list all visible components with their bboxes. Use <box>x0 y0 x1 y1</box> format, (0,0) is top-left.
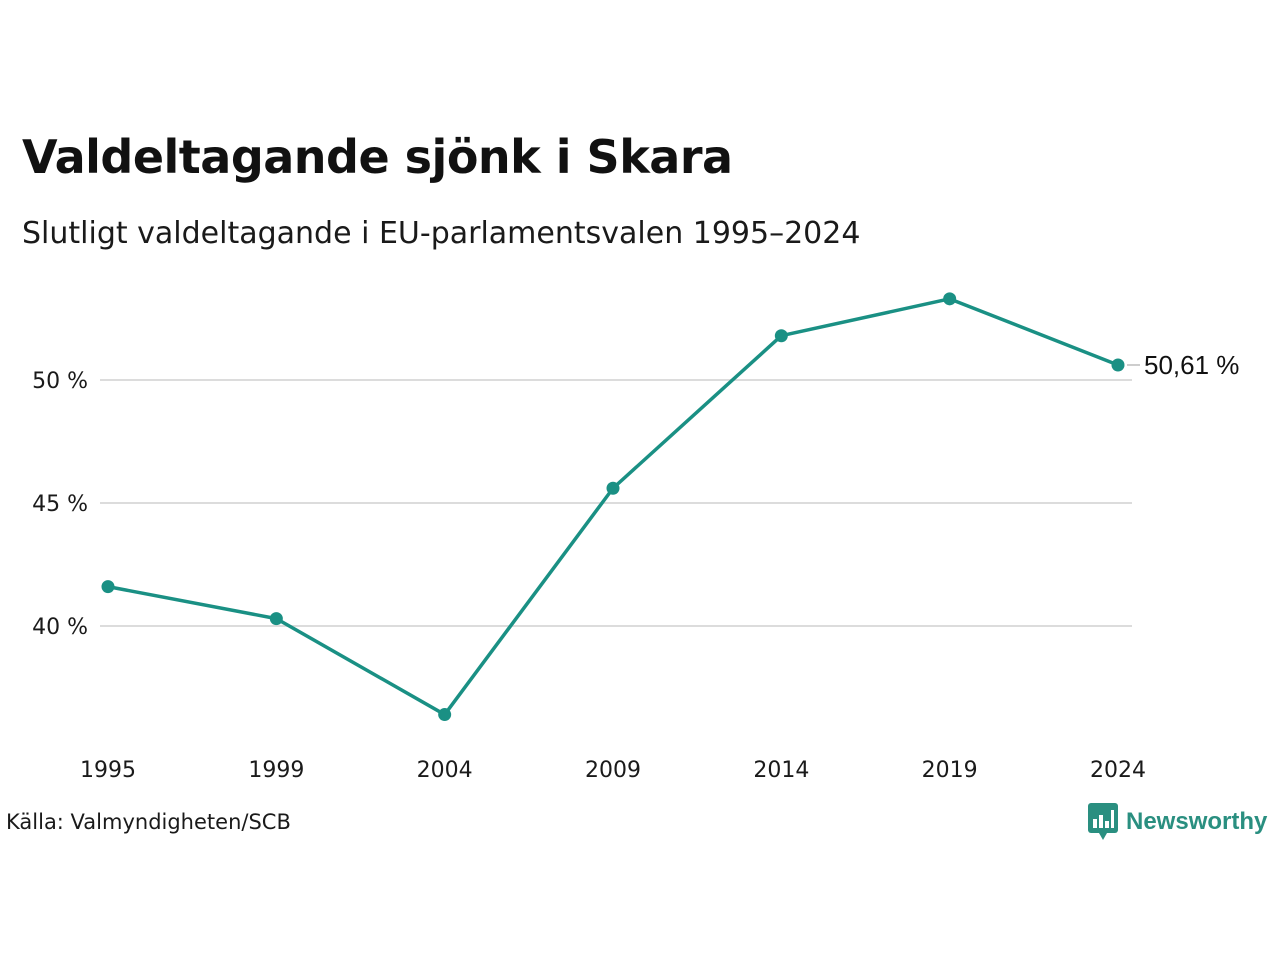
y-tick-label: 40 % <box>32 615 88 640</box>
y-axis-ticks: 40 % 45 % 50 % <box>32 369 88 640</box>
x-axis-ticks: 1995 1999 2004 2009 2014 2019 2024 <box>80 758 1146 783</box>
series-line <box>106 297 1120 717</box>
source-note: Källa: Valmyndigheten/SCB <box>6 810 291 834</box>
y-tick-label: 50 % <box>32 369 88 394</box>
chart-subtitle: Slutligt valdeltagande i EU-parlamentsva… <box>22 216 861 251</box>
series-line-group <box>106 297 1120 717</box>
gridlines <box>100 379 1132 627</box>
data-point[interactable] <box>269 612 283 626</box>
x-tick-label: 1995 <box>80 758 136 783</box>
data-point[interactable] <box>101 580 115 594</box>
data-point[interactable] <box>606 481 620 495</box>
x-tick-label: 2014 <box>753 758 809 783</box>
end-label-group: 50,61 % <box>1127 350 1239 380</box>
brand-name: Newsworthy <box>1126 808 1268 835</box>
x-tick-label: 2019 <box>922 758 978 783</box>
x-tick-label: 2009 <box>585 758 641 783</box>
data-point[interactable] <box>438 708 452 722</box>
data-points <box>101 292 1125 722</box>
data-point[interactable] <box>774 329 788 343</box>
x-tick-label: 1999 <box>248 758 304 783</box>
end-value-label: 50,61 % <box>1144 350 1239 380</box>
newsworthy-logo-icon <box>1088 803 1118 840</box>
data-point[interactable] <box>943 292 957 306</box>
data-point[interactable] <box>1111 358 1125 372</box>
y-tick-label: 45 % <box>32 492 88 517</box>
chart-title: Valdeltagande sjönk i Skara <box>22 130 733 184</box>
brand-logo[interactable]: Newsworthy <box>1088 803 1267 841</box>
x-tick-label: 2024 <box>1090 758 1146 783</box>
x-tick-label: 2004 <box>417 758 473 783</box>
